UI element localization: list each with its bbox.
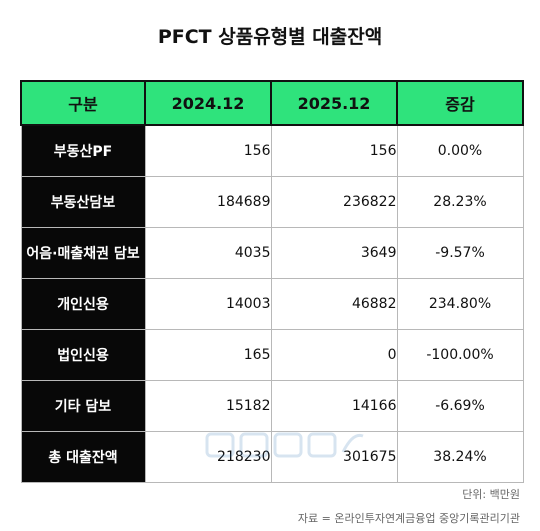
table-header-row: 구분 2024.12 2025.12 증감 bbox=[20, 80, 524, 126]
value-2024: 15182 bbox=[144, 380, 272, 432]
table-row: 부동산담보 184689 236822 28.23% bbox=[20, 176, 524, 228]
row-category: 총 대출잔액 bbox=[20, 431, 146, 483]
value-2024: 156 bbox=[144, 124, 272, 177]
value-2025: 14166 bbox=[270, 380, 398, 432]
table-row: 법인신용 165 0 -100.00% bbox=[20, 329, 524, 381]
row-category: 법인신용 bbox=[20, 329, 146, 381]
change-value: -100.00% bbox=[396, 329, 524, 381]
column-header: 2024.12 bbox=[144, 80, 272, 126]
loan-balance-table: 구분 2024.12 2025.12 증감 부동산PF 156 156 0.00… bbox=[20, 80, 524, 483]
change-value: -6.69% bbox=[396, 380, 524, 432]
value-2024: 14003 bbox=[144, 278, 272, 330]
value-2025: 301675 bbox=[270, 431, 398, 483]
column-header: 2025.12 bbox=[270, 80, 398, 126]
value-2024: 165 bbox=[144, 329, 272, 381]
row-category: 개인신용 bbox=[20, 278, 146, 330]
value-2025: 236822 bbox=[270, 176, 398, 228]
column-header: 구분 bbox=[20, 80, 146, 126]
table-row: 총 대출잔액 218230 301675 38.24% bbox=[20, 431, 524, 483]
change-value: 0.00% bbox=[396, 124, 524, 177]
value-2024: 218230 bbox=[144, 431, 272, 483]
newspaper-logo-icon bbox=[205, 432, 364, 458]
row-category: 부동산담보 bbox=[20, 176, 146, 228]
value-2024: 4035 bbox=[144, 227, 272, 279]
unit-note: 단위: 백만원 bbox=[462, 488, 520, 501]
row-category: 기타 담보 bbox=[20, 380, 146, 432]
value-2025: 0 bbox=[270, 329, 398, 381]
value-2025: 46882 bbox=[270, 278, 398, 330]
value-2025: 156 bbox=[270, 124, 398, 177]
value-2024: 184689 bbox=[144, 176, 272, 228]
change-value: 28.23% bbox=[396, 176, 524, 228]
row-category: 부동산PF bbox=[20, 124, 146, 177]
change-value: 38.24% bbox=[396, 431, 524, 483]
table-row: 기타 담보 15182 14166 -6.69% bbox=[20, 380, 524, 432]
table-row: 부동산PF 156 156 0.00% bbox=[20, 124, 524, 177]
chart-title: PFCT 상품유형별 대출잔액 bbox=[157, 26, 383, 48]
table-row: 개인신용 14003 46882 234.80% bbox=[20, 278, 524, 330]
change-value: 234.80% bbox=[396, 278, 524, 330]
row-category: 어음·매출채권 담보 bbox=[20, 227, 146, 279]
column-header: 증감 bbox=[396, 80, 524, 126]
change-value: -9.57% bbox=[396, 227, 524, 279]
value-2025: 3649 bbox=[270, 227, 398, 279]
source-note: 자료 = 온라인투자연계금융업 중앙기록관리기관 bbox=[297, 512, 520, 525]
table-row: 어음·매출채권 담보 4035 3649 -9.57% bbox=[20, 227, 524, 279]
